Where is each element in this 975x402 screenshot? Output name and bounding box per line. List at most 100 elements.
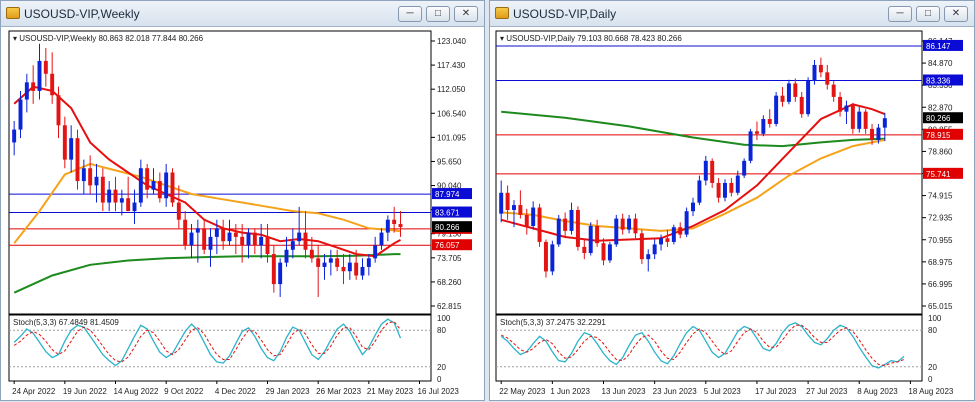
y-tick-label: 117.430 — [437, 61, 466, 70]
candle-body — [518, 205, 523, 215]
candle-body — [748, 131, 753, 161]
candle-body — [189, 232, 194, 246]
candle-body — [716, 182, 721, 198]
close-button[interactable]: ✕ — [944, 6, 968, 22]
candle-body — [825, 72, 830, 85]
candle-body — [607, 244, 612, 261]
candle-body — [12, 129, 17, 143]
candle-body — [780, 95, 785, 102]
candle-body — [767, 119, 772, 124]
minimize-button[interactable]: ─ — [398, 6, 422, 22]
x-tick-label: 21 May 2023 — [367, 387, 414, 396]
y-tick-label: 78.860 — [928, 147, 953, 156]
candle-body — [627, 218, 632, 230]
stoch-level-label: 20 — [437, 363, 446, 372]
x-tick-label: 29 Jan 2023 — [266, 387, 311, 396]
x-tick-label: 13 Jun 2023 — [602, 387, 647, 396]
candle-body — [202, 228, 207, 250]
x-tick-label: 26 Mar 2023 — [316, 387, 361, 396]
weekly-window-title: USOUSD-VIP,Weekly — [24, 7, 140, 21]
candle-body — [556, 218, 561, 245]
candle-body — [614, 218, 619, 245]
candle-body — [838, 96, 843, 112]
candle-body — [309, 249, 314, 259]
level-price-tag — [432, 206, 472, 218]
weekly-window-titlebar[interactable]: USOUSD-VIP,Weekly ─ □ ✕ — [1, 1, 484, 27]
candle-body — [290, 241, 295, 250]
candle-body — [646, 254, 651, 260]
stoch-pane-frame — [495, 314, 923, 382]
daily-window-titlebar[interactable]: USOUSD-VIP,Daily ─ □ ✕ — [490, 1, 974, 27]
candle-body — [31, 82, 36, 91]
candle-body — [537, 207, 542, 242]
stoch-level-label: 100 — [928, 314, 942, 323]
candle-body — [341, 266, 346, 272]
level-price-label: 83.671 — [435, 209, 460, 218]
close-button[interactable]: ✕ — [454, 6, 478, 22]
daily-candlestick-chart[interactable]: 86.14784.87083.33682.87080.85578.86076.8… — [490, 27, 975, 402]
candle-body — [94, 176, 99, 186]
x-tick-label: 16 Jul 2023 — [418, 387, 460, 396]
y-tick-label: 95.650 — [437, 157, 462, 166]
candle-body — [227, 232, 232, 242]
candle-body — [671, 227, 676, 242]
candle-body — [659, 238, 664, 245]
candle-body — [392, 219, 397, 225]
y-tick-label: 83.336 — [928, 81, 953, 90]
chart-window-icon — [6, 7, 20, 19]
candle-body — [620, 218, 625, 230]
candle-body — [774, 95, 779, 124]
x-tick-label: 8 Aug 2023 — [857, 387, 898, 396]
candle-body — [735, 175, 740, 193]
candle-body — [850, 105, 855, 129]
x-tick-label: 27 Jul 2023 — [806, 387, 848, 396]
level-price-tag — [923, 74, 963, 86]
candle-body — [183, 219, 188, 246]
candle-body — [633, 218, 638, 234]
stoch-level-label: 20 — [928, 363, 937, 372]
candle-body — [221, 228, 226, 242]
level-price-tag — [432, 188, 472, 200]
stoch-main-line — [13, 318, 402, 367]
candle-body — [595, 225, 600, 244]
x-tick-label: 17 Jul 2023 — [755, 387, 797, 396]
y-tick-label: 84.870 — [928, 59, 953, 68]
current-price-label: 80.266 — [435, 223, 460, 232]
candle-body — [569, 209, 574, 231]
y-tick-label: 68.975 — [928, 258, 953, 267]
candle-body — [793, 83, 798, 97]
candle-body — [347, 262, 352, 272]
candle-body — [563, 218, 568, 231]
x-tick-label: 14 Aug 2022 — [114, 387, 159, 396]
candle-body — [50, 73, 55, 96]
stoch-level-label: 80 — [437, 326, 446, 335]
candle-body — [831, 84, 836, 97]
maximize-button[interactable]: □ — [426, 6, 450, 22]
candle-body — [24, 82, 29, 100]
candle-body — [271, 254, 276, 285]
candle-body — [582, 246, 587, 254]
current-price-label: 80.266 — [926, 114, 951, 123]
candle-body — [119, 198, 124, 203]
candle-body — [665, 238, 670, 242]
candle-body — [543, 241, 548, 272]
candle-body — [132, 202, 137, 212]
candle-body — [322, 262, 327, 267]
candle-body — [265, 236, 270, 255]
candle-body — [62, 125, 67, 160]
daily-window-title: USOUSD-VIP,Daily — [513, 7, 617, 21]
daily-chart-window: USOUSD-VIP,Daily ─ □ ✕ 86.147 84.870 83.33… — [489, 0, 975, 401]
minimize-button[interactable]: ─ — [888, 6, 912, 22]
candle-body — [316, 258, 321, 267]
candle-body — [284, 249, 289, 263]
stoch-level-label: 80 — [928, 326, 937, 335]
candle-body — [531, 207, 536, 226]
y-tick-label: 106.540 — [437, 109, 466, 118]
candle-body — [69, 138, 74, 160]
candle-body — [157, 181, 162, 199]
candle-body — [18, 99, 23, 130]
candle-body — [812, 64, 817, 81]
maximize-button[interactable]: □ — [916, 6, 940, 22]
candle-body — [863, 111, 868, 129]
weekly-candlestick-chart[interactable]: 123.040 117.430 112.050 106.540 101.095 95.65… — [1, 27, 486, 402]
